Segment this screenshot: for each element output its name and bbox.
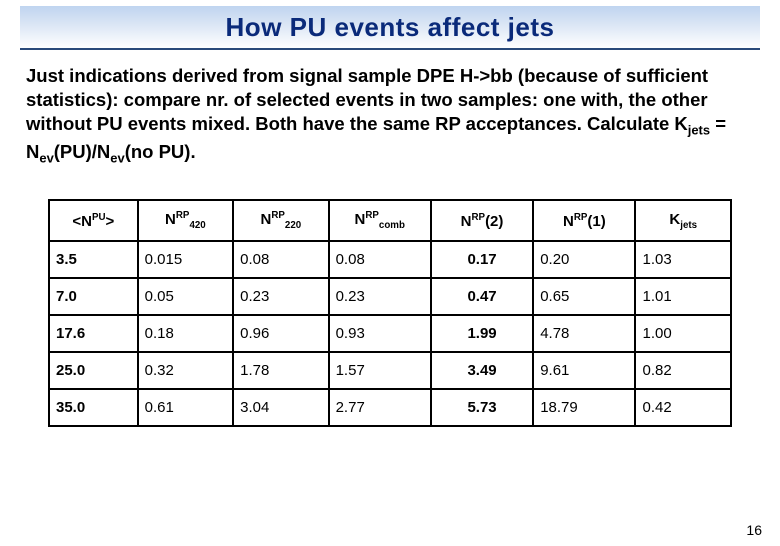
table-cell: 3.49 [431,352,533,389]
table-cell: 17.6 [49,315,138,352]
intro-paragraph: Just indications derived from signal sam… [26,64,754,167]
table-cell: 0.08 [329,241,431,278]
table-cell: 4.78 [533,315,635,352]
table-cell: 1.57 [329,352,431,389]
table-cell: 0.18 [138,315,233,352]
table-cell: 0.65 [533,278,635,315]
column-header: <NPU> [49,200,138,241]
table-cell: 0.47 [431,278,533,315]
table-cell: 3.5 [49,241,138,278]
table-row: 25.00.321.781.573.499.610.82 [49,352,731,389]
column-header: NRP220 [233,200,328,241]
table-cell: 3.04 [233,389,328,426]
table-cell: 0.61 [138,389,233,426]
table-row: 3.50.0150.080.080.170.201.03 [49,241,731,278]
column-header: NRP(1) [533,200,635,241]
table-cell: 18.79 [533,389,635,426]
table-cell: 0.05 [138,278,233,315]
column-header: NRP420 [138,200,233,241]
data-table-wrap: <NPU>NRP420NRP220NRPcombNRP(2)NRP(1)Kjet… [48,199,732,427]
table-cell: 7.0 [49,278,138,315]
table-body: 3.50.0150.080.080.170.201.037.00.050.230… [49,241,731,426]
column-header: NRP(2) [431,200,533,241]
table-cell: 35.0 [49,389,138,426]
table-cell: 2.77 [329,389,431,426]
table-cell: 0.23 [233,278,328,315]
table-cell: 9.61 [533,352,635,389]
table-cell: 0.93 [329,315,431,352]
table-cell: 0.23 [329,278,431,315]
table-row: 35.00.613.042.775.7318.790.42 [49,389,731,426]
table-cell: 0.82 [635,352,731,389]
table-cell: 1.01 [635,278,731,315]
data-table: <NPU>NRP420NRP220NRPcombNRP(2)NRP(1)Kjet… [48,199,732,427]
table-cell: 25.0 [49,352,138,389]
column-header: NRPcomb [329,200,431,241]
table-cell: 5.73 [431,389,533,426]
table-cell: 1.99 [431,315,533,352]
table-cell: 0.20 [533,241,635,278]
table-cell: 1.03 [635,241,731,278]
table-cell: 0.96 [233,315,328,352]
table-row: 7.00.050.230.230.470.651.01 [49,278,731,315]
table-row: 17.60.180.960.931.994.781.00 [49,315,731,352]
table-cell: 0.32 [138,352,233,389]
table-cell: 0.42 [635,389,731,426]
header-row: <NPU>NRP420NRP220NRPcombNRP(2)NRP(1)Kjet… [49,200,731,241]
table-cell: 1.00 [635,315,731,352]
table-cell: 1.78 [233,352,328,389]
table-cell: 0.015 [138,241,233,278]
table-cell: 0.17 [431,241,533,278]
page-number: 16 [746,522,762,538]
column-header: Kjets [635,200,731,241]
table-head: <NPU>NRP420NRP220NRPcombNRP(2)NRP(1)Kjet… [49,200,731,241]
title-bar: How PU events affect jets [20,6,760,50]
slide-title: How PU events affect jets [226,12,555,43]
table-cell: 0.08 [233,241,328,278]
